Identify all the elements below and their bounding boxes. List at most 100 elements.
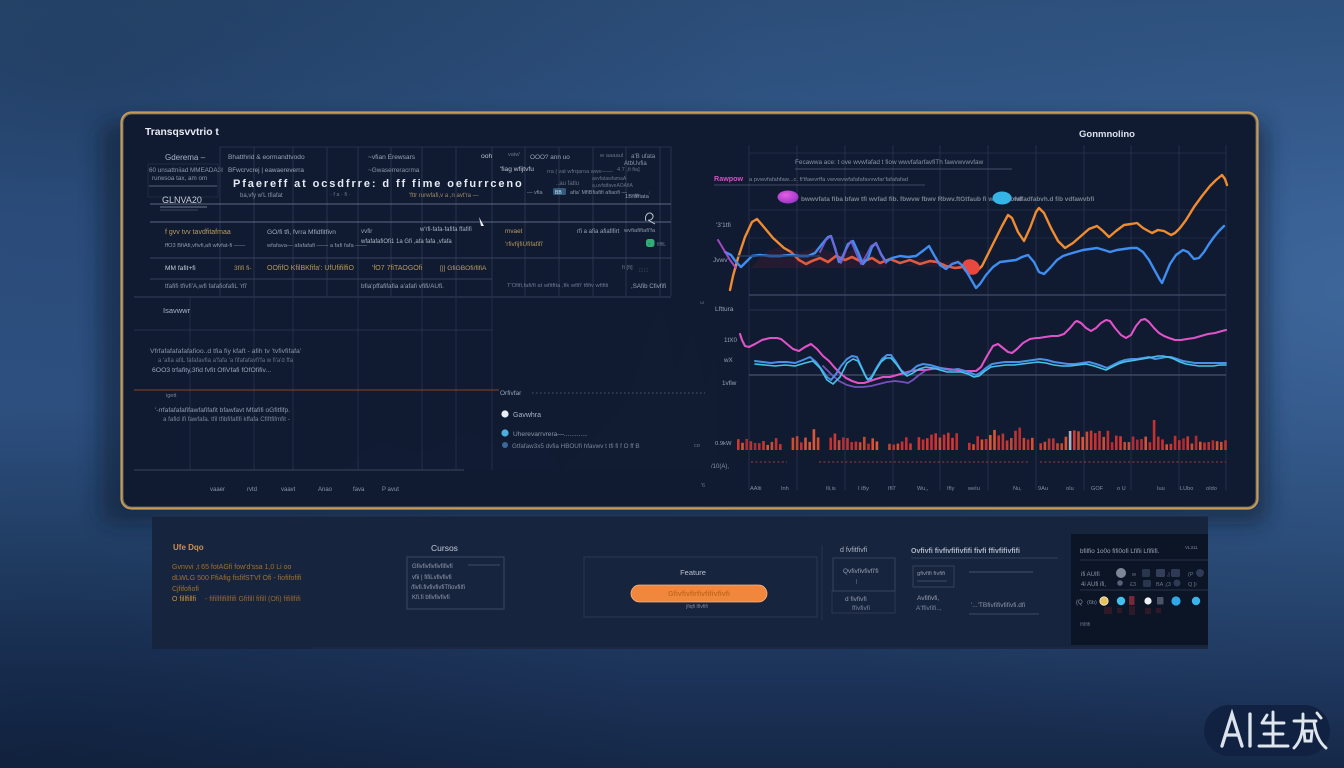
svg-text:wffadfabvh.d fib vdfawvbfi: wffadfabvh.d fib vdfawvbfi xyxy=(1013,196,1094,203)
svg-text:vatw': vatw' xyxy=(508,152,520,158)
svg-text:OOfifO KfilBKfifa': UfUfifilfi: OOfifO KfilBKfifa': UfUfifilfiO xyxy=(267,265,354,272)
svg-text:co: co xyxy=(694,443,700,449)
svg-text:jfiqfi Ifivfifi: jfiqfi Ifivfifi xyxy=(685,604,708,610)
svg-text:ffivfivfi: ffivfivfi xyxy=(852,605,870,612)
svg-text:rfi a afia afiafifirt: rfi a afia afiafifirt xyxy=(577,229,620,235)
svg-text:fava: fava xyxy=(353,487,365,493)
svg-text:4 7 ,fi fia]: 4 7 ,fi fia] xyxy=(617,167,640,173)
svg-text:w'rfi-fafa-fafifa ffafifi: w'rfi-fafa-fafifa ffafifi xyxy=(419,227,472,233)
svg-text:Anao: Anao xyxy=(318,487,333,493)
svg-text:Uherevarrvrera—.............: Uherevarrvrera—............. xyxy=(513,431,588,438)
svg-text:Transqsvvtrio t: Transqsvvtrio t xyxy=(145,127,219,138)
svg-text:ba,vfy w'L tfiafat: ba,vfy w'L tfiafat xyxy=(240,193,283,199)
svg-text:Cjfifofiofi: Cjfifofiofi xyxy=(172,586,199,593)
svg-text:GOF: GOF xyxy=(1091,486,1104,492)
svg-text:/10(A),: /10(A), xyxy=(711,464,729,470)
svg-text:Gderema –: Gderema – xyxy=(165,153,206,162)
svg-text:↓: ↓ xyxy=(648,190,651,196)
svg-text:w aaaaul: w aaaaul xyxy=(599,153,623,159)
svg-text:a'B ufata: a'B ufata xyxy=(631,153,656,160)
svg-text:Pfaereff at ocsdfrre: d ff fim: Pfaereff at ocsdfrre: d ff fime oefurrce… xyxy=(233,178,524,190)
svg-text:A'ffivfifi..,: A'ffivfifi.., xyxy=(916,605,942,612)
svg-text:Jvwv'': Jvwv'' xyxy=(713,257,730,264)
svg-text:(6b): (6b) xyxy=(1087,600,1097,606)
svg-text:9Au: 9Au xyxy=(1038,486,1048,492)
svg-text:fiffiL: fiffiL xyxy=(657,242,666,248)
svg-text:d fvfitfivfi: d fvfitfivfi xyxy=(840,547,868,554)
svg-text:GO/fi tfi, fvrra Mfidfitfivn: GO/fi tfi, fvrra Mfidfitfivn xyxy=(267,229,336,236)
svg-text:· f a · fi ·: · f a · fi · xyxy=(330,192,351,198)
svg-text:f gvv tvv tavdfitafmaa: f gvv tvv tavdfitafmaa xyxy=(165,229,231,236)
svg-text:vvfir: vvfir xyxy=(361,228,372,235)
svg-text:Iuu: Iuu xyxy=(1157,486,1165,492)
svg-text:wfafafafiOfi1 1a Gfi ,afa fafa: wfafafafiOfi1 1a Gfi ,afa fafa ,vfafa xyxy=(360,239,452,245)
svg-text:Cursos: Cursos xyxy=(431,543,458,553)
svg-text:rvtd: rvtd xyxy=(247,487,257,493)
svg-text:AAlti: AAlti xyxy=(750,486,762,492)
svg-text:rurwsoa tax, am om: rurwsoa tax, am om xyxy=(152,175,207,182)
svg-text:3fifi fi-: 3fifi fi- xyxy=(234,265,252,272)
svg-text:Fecawwa ace: t ove wvwfafad t: Fecawwa ace: t ove wvwfafad t fiow wwvfa… xyxy=(795,159,984,166)
svg-text:60 unsattniiad MMEADA3I: 60 unsattniiad MMEADA3I xyxy=(149,167,223,174)
svg-text:Gfivfivfirfivfifivfivfi: Gfivfivfirfivfifivfivfi xyxy=(668,591,730,598)
svg-text:IfI7: IfI7 xyxy=(888,486,896,492)
svg-text:Gvnvvi ,t 65 fotAGfi fow'd'ssa: Gvnvvi ,t 65 fotAGfi fow'd'ssa 1,0 Li oo xyxy=(172,564,292,571)
svg-text:1tX0: 1tX0 xyxy=(724,337,737,344)
svg-text:'fiag wfijtvfu: 'fiag wfijtvfu xyxy=(500,166,534,173)
svg-text:P avut: P avut xyxy=(382,487,399,493)
svg-text:rra | vat wfrqaroa wwv——: rra | vat wfrqaroa wwv—— xyxy=(547,169,613,175)
svg-text:'rfivfijfiUfifafifi': 'rfivfijfiUfifafifi' xyxy=(505,241,543,248)
svg-text:BFwcrvcrej | eawaereverra: BFwcrvcrej | eawaereverra xyxy=(228,167,304,174)
svg-text:vfii | fifiLvfivfivfi: vfii | fifiLvfivfivfi xyxy=(412,575,452,581)
svg-text:Isavwwr: Isavwwr xyxy=(163,306,191,315)
svg-text:oIdo: oIdo xyxy=(1206,486,1217,492)
svg-text:Kfi.fi bfivfivfivfi: Kfi.fi bfivfivfivfi xyxy=(412,595,450,601)
svg-text:IfIy: IfIy xyxy=(947,486,955,492)
svg-text:'-rrfafafafafifawfafifafit bfa: '-rrfafafafafifawfafifafit bfawfavt Mfaf… xyxy=(155,407,290,414)
svg-text:Feature: Feature xyxy=(680,568,706,577)
svg-text:oIu: oIu xyxy=(1066,486,1074,492)
svg-text:Wu,,: Wu,, xyxy=(917,486,929,492)
svg-text:□ □: □ □ xyxy=(639,268,648,274)
svg-text:BA ,(3: BA ,(3 xyxy=(1156,582,1171,588)
svg-text:bfilfio 1o0o fifi0ofi Lfifii L: bfilfio 1o0o fifi0ofi Lfifii Lfifiifi. xyxy=(1080,548,1160,555)
svg-text:Ufe Dqo: Ufe Dqo xyxy=(173,543,204,552)
svg-text:avvfatawfamaA: avvfatawfamaA xyxy=(592,176,627,182)
svg-text:Gtfafaw3x5 dvfia HBOUfi hfavwv: Gtfafaw3x5 dvfia HBOUfi hfavwv t tfi fi … xyxy=(512,443,640,450)
svg-text:— vfia: — vfia xyxy=(527,190,544,196)
svg-text:a 'afia afiL fafafavfia a'fafa: a 'afia afiL fafafavfia a'fafa 'a fifafa… xyxy=(158,358,294,364)
svg-text:fi [fi]: fi [fi] xyxy=(622,265,633,271)
svg-text:I iBy: I iBy xyxy=(858,486,869,492)
svg-text:wvfiafifiafi'fa: wvfiafifiafi'fa xyxy=(623,228,656,234)
svg-text:wX: wX xyxy=(723,357,734,364)
svg-text:wfafava— afafafafi —— a fafi f: wfafava— afafafafi —— a fafi fafa —— xyxy=(266,243,367,249)
svg-text:Gonmnolino: Gonmnolino xyxy=(1079,129,1135,140)
svg-text:Rawpow: Rawpow xyxy=(714,174,744,183)
svg-text:|: | xyxy=(856,579,857,585)
svg-text:tfafifi tfivfi'A,wfi fafafiofa: tfafifi tfivfi'A,wfi fafafiofafiL 'rfi' xyxy=(165,283,247,290)
svg-text:afia' MfiBfiafifi afiaofi —: afia' MfiBfiafifi afiaofi — xyxy=(570,190,627,196)
svg-text:[|] GfiGBOfi/fifiA: [|] GfiGBOfi/fifiA xyxy=(440,265,487,272)
svg-text:~vfian Erewsars: ~vfian Erewsars xyxy=(368,154,416,161)
svg-text:vaaer: vaaer xyxy=(210,487,225,493)
svg-text:T'Ofifi,fafi/fi at wfitfita ,f: T'Ofifi,fafi/fi at wfitfita ,fik wfifi' … xyxy=(507,283,608,289)
svg-text:LUbo: LUbo xyxy=(1180,486,1193,492)
svg-text:O fillfillfi: O fillfillfi xyxy=(172,596,197,603)
svg-text:Bhatthrid & eormandtvodo: Bhatthrid & eormandtvodo xyxy=(228,154,305,161)
svg-text:dLWLG 500 FfiAfig fisfifSTVf O: dLWLG 500 FfiAfig fisfifSTVf Ofi - fiofi… xyxy=(172,575,302,582)
svg-text:MM fafit+fi: MM fafit+fi xyxy=(165,265,196,272)
svg-text:~Gwaserreracrma: ~Gwaserreracrma xyxy=(368,167,420,174)
svg-text:Ovfivfi fivfivfifivfifi fivfi: Ovfivfi fivfivfifivfifi fivfi ffivfifivf… xyxy=(911,548,1020,555)
svg-text:ffO3 BfiAfi,vfivfi,afi wfvfat-: ffO3 BfiAfi,vfivfi,afi wfvfat-fi —— xyxy=(165,243,245,249)
svg-text:ooh: ooh xyxy=(481,153,493,160)
svg-text:ifi AUIfi: ifi AUIfi xyxy=(1081,572,1100,578)
svg-text:,|: ,| xyxy=(1167,572,1170,578)
svg-text:'fttr rurwfafi,v a ,n avt'ra: 'fttr rurwfafi,v a ,n avt'ra — xyxy=(409,193,479,199)
svg-text:ω: ω xyxy=(700,300,705,306)
svg-text:Qvfivfivfivfi'fi: Qvfivfivfivfi'fi xyxy=(843,568,879,575)
svg-text:Ili,is: Ili,is xyxy=(826,486,836,492)
svg-text:Orfivfar: Orfivfar xyxy=(500,390,522,397)
svg-text:w: w xyxy=(1131,572,1136,578)
svg-text:Nu,: Nu, xyxy=(1013,486,1022,492)
svg-text:Lfttura: Lfttura xyxy=(715,306,734,313)
